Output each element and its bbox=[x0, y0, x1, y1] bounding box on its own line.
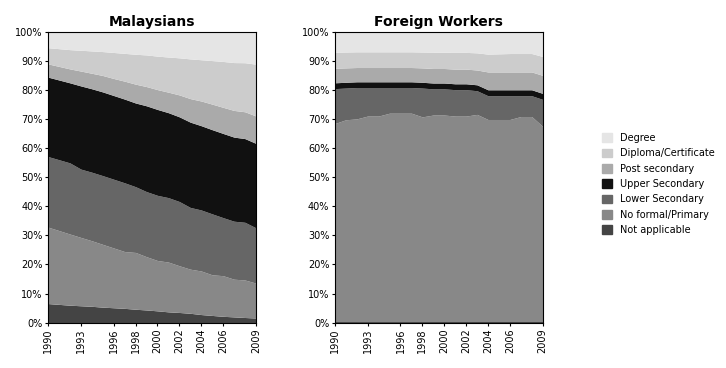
Legend: Degree, Diploma/Certificate, Post secondary, Upper Secondary, Lower Secondary, N: Degree, Diploma/Certificate, Post second… bbox=[600, 130, 717, 238]
Title: Foreign Workers: Foreign Workers bbox=[375, 15, 503, 29]
Title: Malaysians: Malaysians bbox=[109, 15, 195, 29]
